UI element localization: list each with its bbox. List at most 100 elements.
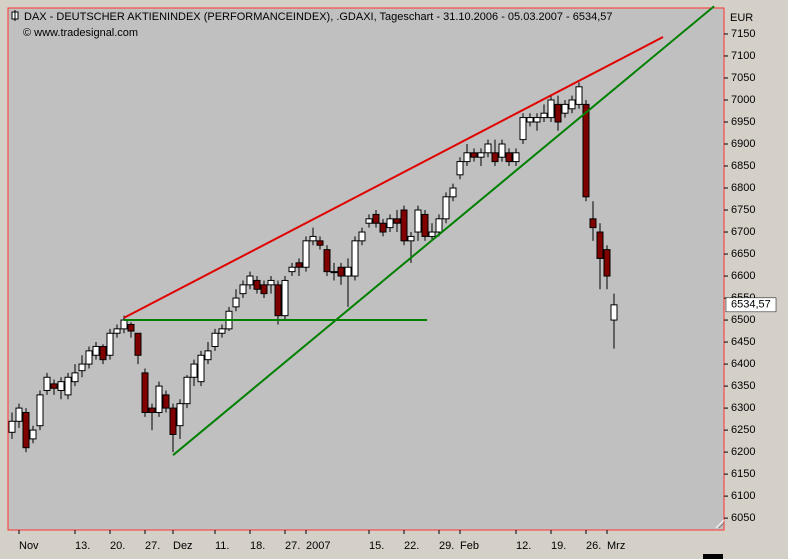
y-tick-label: 6500 <box>731 314 755 326</box>
candle-body <box>92 345 100 356</box>
y-tick-label: 6050 <box>731 512 755 524</box>
candle-body <box>106 332 114 356</box>
candle-body <box>554 103 562 123</box>
trend-line <box>172 5 715 456</box>
candle-body <box>316 240 324 246</box>
y-tick-label: 6700 <box>731 226 755 238</box>
candle-body <box>43 376 51 391</box>
candle-body <box>561 103 569 114</box>
candle-body <box>358 231 366 242</box>
x-tick-label: 22. <box>404 540 419 552</box>
candle-body <box>253 279 261 290</box>
x-tick-label: 26. <box>586 540 601 552</box>
candle-body <box>211 332 219 347</box>
candle-body <box>596 231 604 259</box>
y-tick-label: 7000 <box>731 94 755 106</box>
candle-body <box>267 279 275 286</box>
candle-body <box>36 394 44 427</box>
candle-body <box>372 213 380 224</box>
candle-body <box>589 218 597 229</box>
last-price-box <box>725 297 777 313</box>
candle-body <box>57 381 65 391</box>
candle-body <box>330 271 338 274</box>
candle-body <box>575 86 583 105</box>
grip-icon <box>11 10 19 21</box>
candle-body <box>15 407 23 422</box>
candle-body <box>540 112 548 119</box>
y-tick-label: 6300 <box>731 402 755 414</box>
y-tick-label: 6450 <box>731 336 755 348</box>
candle-body <box>134 332 142 356</box>
x-tick-label: 11. <box>215 540 229 552</box>
candle-body <box>533 117 541 123</box>
candle-body <box>421 213 429 237</box>
candle-body <box>435 218 443 233</box>
candle-body <box>442 196 450 220</box>
candle-body <box>78 363 86 372</box>
candle-body <box>169 407 177 435</box>
candle-body <box>218 328 226 334</box>
candle-body <box>197 354 205 383</box>
x-tick-label: 2007 <box>306 540 330 552</box>
trend-line <box>123 36 664 319</box>
candle-body <box>260 284 268 295</box>
candle-body <box>309 235 317 242</box>
resize-grip <box>703 519 725 559</box>
chart-title: DAX - DEUTSCHER AKTIENINDEX (PERFORMANCE… <box>24 11 613 23</box>
y-tick-label: 6150 <box>731 468 755 480</box>
x-tick-label: Dez <box>173 540 193 552</box>
y-tick-label: 7100 <box>731 50 755 62</box>
candle-body <box>64 376 72 396</box>
x-tick-label: Nov <box>19 540 39 552</box>
candle-body <box>337 266 345 277</box>
y-tick-label: 6100 <box>731 490 755 502</box>
y-tick-label: 6900 <box>731 138 755 150</box>
candle-body <box>183 376 191 405</box>
candle-body <box>491 152 499 163</box>
candle-body <box>414 209 422 233</box>
candle-body <box>400 209 408 242</box>
candle-body <box>456 161 464 176</box>
candle-body <box>428 231 436 237</box>
candle-body <box>120 319 128 330</box>
x-tick-label: 13. <box>75 540 90 552</box>
candle-body <box>610 304 618 321</box>
y-tick-label: 6400 <box>731 358 755 370</box>
candle-body <box>50 383 58 389</box>
y-tick-label: 6350 <box>731 380 755 392</box>
candle-body <box>582 103 590 198</box>
candle-body <box>288 266 296 273</box>
candle-body <box>498 143 506 158</box>
candle-body <box>141 372 149 413</box>
candle-body <box>344 266 352 277</box>
x-tick-label: 15. <box>369 540 384 552</box>
x-tick-label: 19. <box>551 540 566 552</box>
y-tick-label: 6750 <box>731 204 755 216</box>
candle-body <box>365 218 373 224</box>
y-tick-label: 7150 <box>731 28 755 40</box>
candle-body <box>281 279 289 317</box>
candle-body <box>232 297 240 308</box>
x-tick-label: Mrz <box>607 540 625 552</box>
x-tick-label: 20. <box>110 540 125 552</box>
candle-body <box>603 249 611 277</box>
candle-body <box>379 222 387 233</box>
candle-body <box>204 350 212 361</box>
candle-body <box>519 117 527 141</box>
candle-body <box>127 323 135 332</box>
candle-body <box>239 284 247 295</box>
x-tick-label: Feb <box>460 540 479 552</box>
x-tick-label: 29. <box>439 540 454 552</box>
candle-body <box>155 385 163 413</box>
x-tick-label: 27. <box>145 540 160 552</box>
y-tick-label: 6850 <box>731 160 755 172</box>
candle-body <box>547 99 555 119</box>
candle-body <box>323 249 331 273</box>
y-tick-label: 6200 <box>731 446 755 458</box>
candle-body <box>176 403 184 427</box>
candle-body <box>85 350 93 365</box>
candle-body <box>295 262 303 268</box>
candle-body <box>71 372 79 383</box>
candle-body <box>386 218 394 229</box>
candle-body <box>29 429 37 440</box>
